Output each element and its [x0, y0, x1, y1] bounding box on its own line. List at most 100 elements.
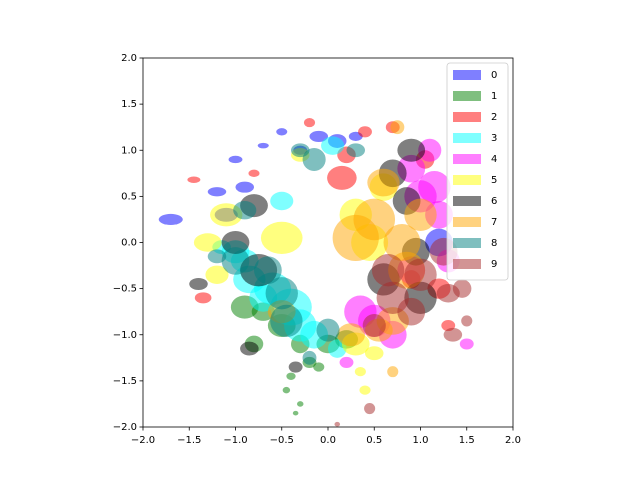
ellipse-point [260, 221, 303, 255]
ellipse-point [452, 279, 472, 298]
legend-swatch [453, 259, 481, 269]
ellipse-point [297, 401, 304, 407]
ellipse-point [193, 233, 222, 252]
legend-label: 1 [491, 91, 497, 102]
ellipse-point [364, 403, 376, 415]
ellipse-point [207, 187, 227, 197]
x-tick-label: −1.0 [223, 435, 247, 446]
ellipse-point [443, 327, 463, 342]
x-tick-label: 0.5 [366, 435, 382, 446]
ellipse-point [309, 130, 328, 142]
ellipse-point [257, 142, 269, 149]
ellipse-point [270, 191, 294, 211]
legend-label: 3 [491, 133, 497, 144]
x-tick-label: 0.0 [320, 435, 336, 446]
x-tick-label: 1.5 [459, 435, 475, 446]
legend-swatch [453, 217, 481, 227]
legend: 0 1 2 3 4 5 6 7 8 9 [446, 62, 509, 281]
plot-area [158, 117, 474, 427]
ellipse-point [221, 247, 250, 275]
y-tick-label: 1.5 [121, 99, 137, 110]
legend-swatch [453, 70, 481, 80]
ticks: −2.0 −1.5 −1.0 −0.5 0.0 0.5 1.0 1.5 2.0 −2.0 −1.5 −… [113, 53, 521, 446]
ellipse-point [233, 200, 257, 220]
ellipse-point [337, 323, 365, 347]
x-tick-label: −2.0 [131, 435, 155, 446]
ellipse-point [302, 147, 326, 172]
ellipse-point [390, 120, 405, 135]
ellipse-point [302, 350, 317, 365]
x-tick-label: −1.5 [177, 435, 201, 446]
legend-swatch [453, 133, 481, 143]
ellipse-point [316, 318, 340, 342]
legend-label: 5 [491, 175, 497, 186]
ellipse-point [221, 230, 250, 255]
ellipse-point [354, 367, 366, 377]
x-tick-label: −0.5 [270, 435, 294, 446]
legend-swatch [453, 196, 481, 206]
y-tick-label: −0.5 [113, 284, 137, 295]
ellipse-point [235, 181, 254, 193]
ellipse-point [346, 143, 365, 158]
ellipse-point [254, 256, 282, 285]
ellipse-point [291, 143, 310, 158]
ellipse-point [228, 155, 243, 164]
ellipse-point [265, 277, 298, 310]
ellipse-point [276, 128, 288, 136]
ellipse-point [248, 169, 260, 178]
ellipse-point [270, 304, 303, 338]
ellipse-point [383, 224, 421, 261]
legend-label: 2 [491, 112, 497, 123]
ellipse-point [362, 313, 386, 338]
y-tick-label: −1.5 [113, 376, 137, 387]
x-tick-label: 2.0 [505, 435, 521, 446]
ellipse-point [187, 176, 201, 183]
ellipse-point [397, 297, 426, 326]
y-tick-label: −1.0 [113, 330, 137, 341]
ellipse-point [404, 198, 437, 231]
ellipse-point [321, 136, 345, 155]
ellipse-point [418, 171, 451, 204]
ellipse-point [367, 168, 400, 197]
legend-label: 4 [491, 154, 497, 165]
ellipse-point [332, 214, 379, 261]
legend-swatch [453, 238, 481, 248]
ellipse-point [461, 315, 473, 327]
ellipse-point [387, 366, 399, 378]
legend-label: 8 [491, 238, 497, 249]
legend-label: 6 [491, 196, 497, 207]
legend-swatch [453, 112, 481, 122]
x-tick-label: 1.0 [413, 435, 429, 446]
ellipse-point [240, 341, 259, 356]
ellipse-point [189, 278, 208, 291]
ellipse-point [365, 346, 384, 361]
y-tick-label: 0.5 [121, 191, 137, 202]
ellipse-point [371, 254, 405, 287]
legend-swatch [453, 91, 481, 101]
ellipse-point [404, 258, 437, 291]
ellipse-point [194, 292, 212, 304]
legend-label: 0 [491, 70, 497, 81]
y-tick-label: −2.0 [113, 422, 137, 433]
ellipse-point [339, 356, 354, 368]
y-tick-label: 2.0 [121, 53, 137, 64]
ellipse-point [397, 138, 426, 162]
ellipse-point [418, 138, 442, 162]
ellipse-point [288, 361, 303, 373]
legend-swatch [453, 175, 481, 185]
ellipse-point [359, 385, 371, 395]
ellipse-point [313, 362, 325, 372]
ellipse-point [292, 410, 299, 416]
ellipse-point [205, 265, 229, 285]
ellipse-point [334, 421, 341, 427]
y-tick-label: 0.0 [121, 238, 137, 249]
ellipse-point [327, 165, 357, 190]
legend-label: 7 [491, 217, 497, 228]
ellipse-point [358, 126, 372, 138]
ellipse-point [158, 213, 183, 225]
ellipse-point [282, 386, 291, 394]
legend-label: 9 [491, 259, 497, 270]
ellipse-point [459, 338, 474, 350]
